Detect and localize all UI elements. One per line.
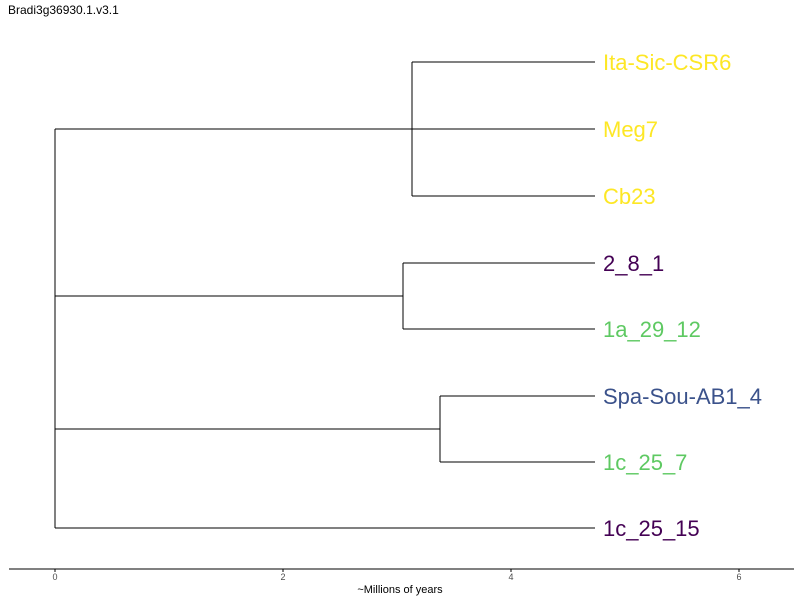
tip-label: Meg7 bbox=[603, 117, 658, 142]
tip-label: Cb23 bbox=[603, 184, 656, 209]
tip-label: 1a_29_12 bbox=[603, 317, 701, 342]
tip-label: 1c_25_7 bbox=[603, 450, 687, 475]
tip-label: 2_8_1 bbox=[603, 251, 664, 276]
axis-tick-label: 2 bbox=[280, 572, 285, 582]
axis-title: ~Millions of years bbox=[357, 584, 443, 596]
tip-label: Spa-Sou-AB1_4 bbox=[603, 384, 762, 409]
figure-title: Bradi3g36930.1.v3.1 bbox=[8, 3, 119, 17]
axis-tick-label: 4 bbox=[508, 572, 513, 582]
axis-tick-label: 0 bbox=[52, 572, 57, 582]
tip-label: Ita-Sic-CSR6 bbox=[603, 50, 731, 75]
tip-label: 1c_25_15 bbox=[603, 516, 700, 541]
axis-tick-label: 6 bbox=[736, 572, 741, 582]
